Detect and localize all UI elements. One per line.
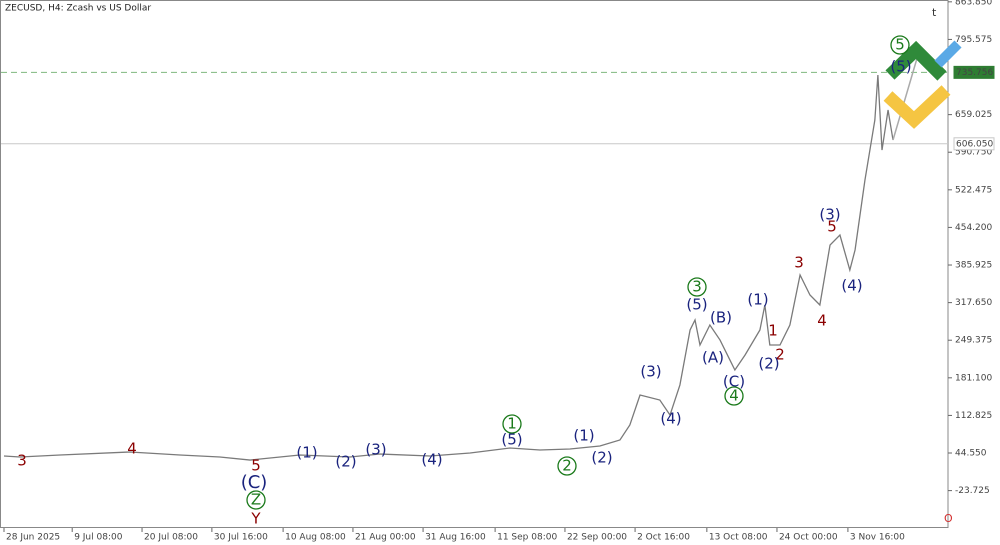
wave-label: Y <box>250 510 261 528</box>
logo <box>883 40 962 129</box>
wave-circle <box>557 456 577 476</box>
wave-label: (4) <box>660 410 681 428</box>
wave-label: 4 <box>817 312 827 330</box>
wave-label: (3) <box>365 441 386 459</box>
x-tick-label: 21 Aug 00:00 <box>355 533 416 543</box>
chart-title: ZECUSD, H4: Zcash vs US Dollar <box>5 4 151 14</box>
x-tick-label: 10 Aug 08:00 <box>285 533 346 543</box>
y-tick-label: 112.825 <box>955 411 992 421</box>
y-tick-label: 659.025 <box>955 110 992 120</box>
x-tick-label: 2 Oct 16:00 <box>637 533 690 543</box>
plot-frame <box>0 0 949 528</box>
wave-label: (2) <box>591 449 612 467</box>
price-tag <box>953 137 995 151</box>
x-tick-label: 13 Oct 08:00 <box>709 533 768 543</box>
wave-label: (5) <box>686 296 707 314</box>
y-tick-label: 181.100 <box>955 373 992 383</box>
status-icon[interactable]: O <box>944 512 953 525</box>
wave-label: (C) <box>241 472 268 493</box>
wave-label: 5 <box>895 36 905 54</box>
wave-label: 5 <box>827 218 837 236</box>
wave-label: 3 <box>17 452 27 470</box>
projection <box>892 54 919 141</box>
wave-label: 4 <box>729 387 739 405</box>
wave-circle <box>724 386 744 406</box>
wave-label: (3) <box>640 363 661 381</box>
wave-label: (B) <box>710 309 732 327</box>
price-line <box>3 74 894 461</box>
wave-circle <box>502 414 522 434</box>
y-tick-label: 863.850 <box>955 0 992 7</box>
trade-icon[interactable]: t <box>932 6 937 19</box>
wave-label: (4) <box>421 451 442 469</box>
price-tag-label: 606.050 <box>956 139 993 149</box>
wave-label: (C) <box>723 373 745 391</box>
wave-circle <box>687 277 707 297</box>
wave-label: (1) <box>747 291 768 309</box>
y-tick-label: 522.475 <box>955 185 992 195</box>
wave-label: (4) <box>841 277 862 295</box>
x-tick-label: 3 Nov 16:00 <box>850 533 905 543</box>
wave-label: 4 <box>127 440 137 458</box>
wave-label: 2 <box>775 346 785 364</box>
y-tick-label: 795.575 <box>955 35 992 45</box>
logo-yellow <box>883 85 951 129</box>
y-tick-label: 454.200 <box>955 223 992 233</box>
x-tick-label: 11 Sep 08:00 <box>497 533 557 543</box>
wave-label: 1 <box>768 322 778 340</box>
wave-label: (1) <box>296 444 317 462</box>
y-tick-label: 249.375 <box>955 336 992 346</box>
x-tick-label: 9 Jul 08:00 <box>74 533 123 543</box>
wave-label: (5) <box>501 431 522 449</box>
y-tick-label: -23.725 <box>955 486 990 496</box>
wave-label: Z <box>251 491 261 509</box>
x-tick-label: 20 Jul 08:00 <box>144 533 198 543</box>
price-tag <box>953 65 995 79</box>
wave-circle <box>890 35 910 55</box>
wave-label: 3 <box>692 278 702 296</box>
price-tag-label: 735.756 <box>956 68 993 78</box>
wave-label: (1) <box>573 427 594 445</box>
wave-label: (5) <box>890 58 911 76</box>
x-tick-label: 30 Jul 16:00 <box>214 533 268 543</box>
wave-label: 1 <box>507 415 517 433</box>
wave-label: (2) <box>758 355 779 373</box>
y-tick-label: 385.925 <box>955 261 992 271</box>
wave-label: 2 <box>562 457 572 475</box>
wave-circle <box>246 490 266 510</box>
x-tick-label: 31 Aug 16:00 <box>425 533 486 543</box>
y-tick-label: 590.750 <box>955 148 992 158</box>
y-tick-label: 317.650 <box>955 298 992 308</box>
y-tick-label: 44.550 <box>955 449 987 459</box>
x-tick-label: 22 Sep 00:00 <box>567 533 627 543</box>
wave-label: (3) <box>819 206 840 224</box>
wave-label: (2) <box>335 453 356 471</box>
logo-blue <box>934 40 962 68</box>
wave-label: 3 <box>794 254 804 272</box>
x-tick-label: 28 Jun 2025 <box>6 533 60 543</box>
logo-green <box>885 40 947 81</box>
wave-label: (A) <box>702 349 724 367</box>
x-tick-label: 24 Oct 00:00 <box>779 533 838 543</box>
wave-label: 5 <box>251 457 261 475</box>
